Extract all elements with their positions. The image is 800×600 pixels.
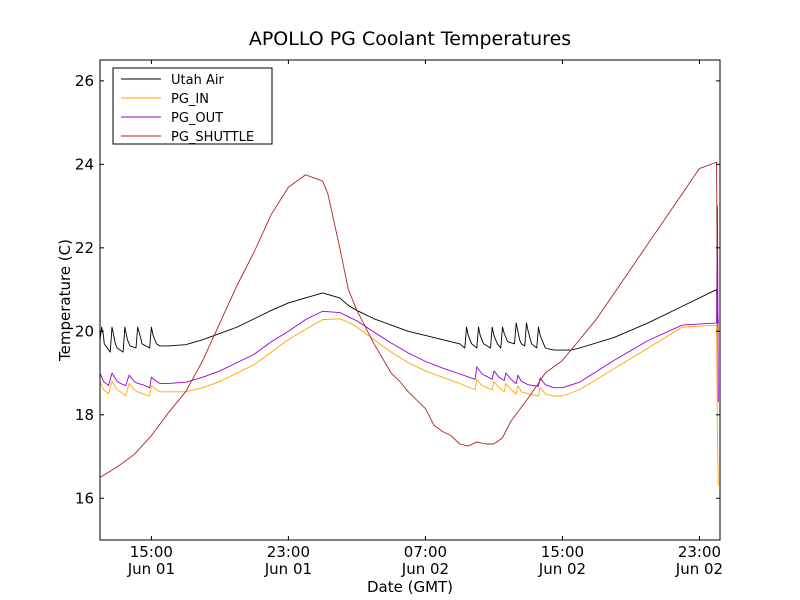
y-tick-label: 24 [75, 155, 94, 173]
legend-label-pg-shuttle: PG_SHUTTLE [171, 130, 254, 145]
chart-title: APOLLO PG Coolant Temperatures [249, 28, 571, 50]
plot-frame [99, 59, 721, 541]
x-tick-label-date: Jun 02 [401, 560, 449, 578]
legend-box [112, 67, 273, 145]
legend: Utah Air PG_IN PG_OUT PG_SHUTTLE [112, 67, 273, 145]
x-tick-label-date: Jun 01 [264, 560, 312, 578]
y-tick-label: 18 [75, 406, 94, 424]
x-tick-label-time: 07:00 [404, 543, 447, 561]
y-axis-label: Temperature (C) [56, 239, 74, 362]
x-axis-label: Date (GMT) [367, 578, 453, 596]
x-tick-label-date: Jun 01 [127, 560, 175, 578]
legend-label-utah-air: Utah Air [171, 73, 224, 88]
y-tick-label: 16 [75, 489, 94, 507]
series-line-pg-in [99, 318, 719, 486]
y-tick-label: 26 [75, 72, 94, 90]
x-tick-label-date: Jun 02 [675, 560, 723, 578]
series-line-utah-air [99, 289, 719, 353]
series-line-pg-shuttle [99, 161, 719, 478]
x-tick-label-time: 23:00 [267, 543, 310, 561]
legend-label-pg-out: PG_OUT [171, 111, 223, 126]
legend-label-pg-in: PG_IN [171, 92, 209, 107]
series-line-pg-out [99, 205, 719, 403]
x-tick-label-time: 15:00 [541, 543, 584, 561]
x-tick-label-time: 23:00 [678, 543, 721, 561]
x-tick-label-date: Jun 02 [538, 560, 586, 578]
x-tick-label-time: 15:00 [130, 543, 173, 561]
y-tick-label: 22 [75, 239, 94, 257]
y-tick-label: 20 [75, 322, 94, 340]
series-layer [99, 161, 719, 486]
